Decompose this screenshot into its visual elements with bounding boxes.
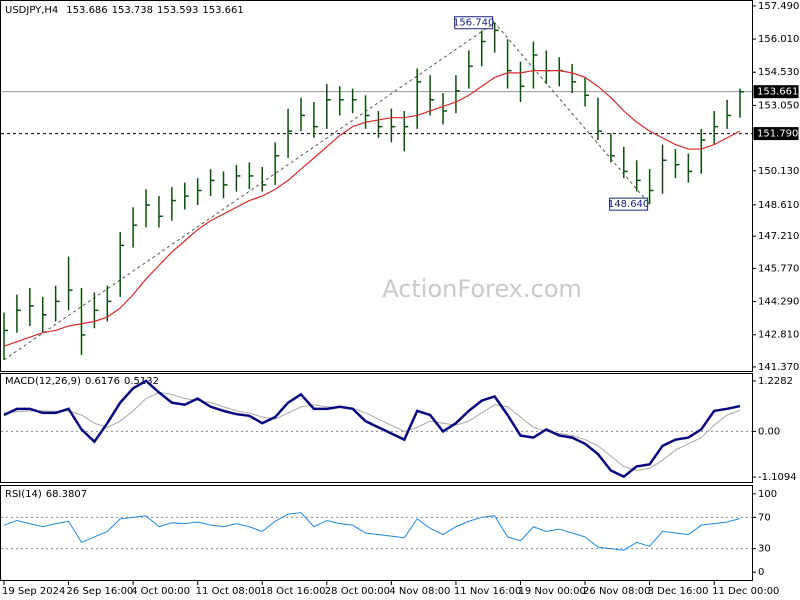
macd-header: MACD(12,26,9) 0.6176 0.5132 (5, 376, 159, 387)
y-tick-label: 100 (758, 489, 777, 500)
moving-average (3, 70, 741, 347)
watermark: ActionForex.com (382, 275, 582, 303)
y-tick-label: 154.530 (758, 67, 799, 78)
x-tick-label: 3 Dec 16:00 (648, 586, 709, 597)
y-tick-label: 148.610 (758, 200, 799, 211)
macd-value: 0.6176 (85, 376, 120, 387)
rsi-header: RSI(14) 68.3807 (5, 489, 87, 500)
price-label: 151.790 (757, 129, 798, 140)
x-tick-label: 4 Oct 00:00 (131, 586, 190, 597)
y-tick-label: 0 (758, 567, 764, 578)
y-tick-label: 156.010 (758, 34, 799, 45)
y-tick-label: 1.2282 (758, 376, 793, 387)
annotation-label: 156.740 (453, 18, 494, 29)
indicator-line (3, 379, 741, 479)
x-tick-label: 19 Nov 00:00 (518, 586, 585, 597)
y-tick-label: 0.00 (758, 426, 780, 437)
y-tick-label: 145.770 (758, 263, 799, 274)
rsi-panel (0, 485, 753, 581)
price-panel (0, 0, 753, 372)
quote: 153.593 (157, 5, 198, 16)
y-tick-label: 144.290 (758, 297, 799, 308)
x-tick-label: 11 Dec 00:00 (712, 586, 779, 597)
annotation-label: 148.640 (608, 199, 649, 210)
signal-value: 0.5132 (124, 376, 159, 387)
indicator: RSI(14) (5, 489, 42, 500)
y-tick-label: 70 (758, 512, 771, 523)
y-tick-label: 157.490 (758, 1, 799, 12)
y-tick-label: 147.210 (758, 231, 799, 242)
y-tick-label: -1.1094 (758, 472, 797, 483)
indicator-line (3, 512, 741, 551)
price-header: USDJPY,H4 153.686 153.738 153.593 153.661 (5, 5, 244, 16)
y-tick-label: 141.370 (758, 362, 799, 373)
annotation-box (454, 16, 494, 30)
x-tick-label: 26 Sep 16:00 (67, 586, 134, 597)
quote: 153.738 (112, 5, 153, 16)
indicator-line (3, 391, 741, 472)
price-label: 153.661 (757, 87, 798, 98)
x-tick-label: 11 Oct 08:00 (196, 586, 261, 597)
price-label-box (753, 85, 799, 99)
x-tick-label: 28 Oct 00:00 (325, 586, 390, 597)
price-label-box (753, 127, 799, 141)
y-tick-label: 150.130 (758, 166, 799, 177)
x-tick-label: 26 Nov 08:00 (583, 586, 650, 597)
x-tick-label: 19 Sep 2024 (2, 586, 65, 597)
y-tick-label: 153.050 (758, 100, 799, 111)
x-tick-label: 18 Oct 16:00 (260, 586, 325, 597)
y-tick-label: 142.810 (758, 330, 799, 341)
x-tick-label: 11 Nov 16:00 (454, 586, 521, 597)
quote: 153.686 (66, 5, 107, 16)
x-tick-label: 4 Nov 08:00 (389, 586, 450, 597)
indicator: MACD(12,26,9) (5, 376, 81, 387)
symbol: USDJPY,H4 (5, 5, 58, 16)
macd-panel (0, 373, 753, 483)
rsi-value: 68.3807 (46, 489, 87, 500)
annotation-box (609, 197, 649, 211)
y-tick-label: 30 (758, 544, 771, 555)
quote: 153.661 (202, 5, 243, 16)
